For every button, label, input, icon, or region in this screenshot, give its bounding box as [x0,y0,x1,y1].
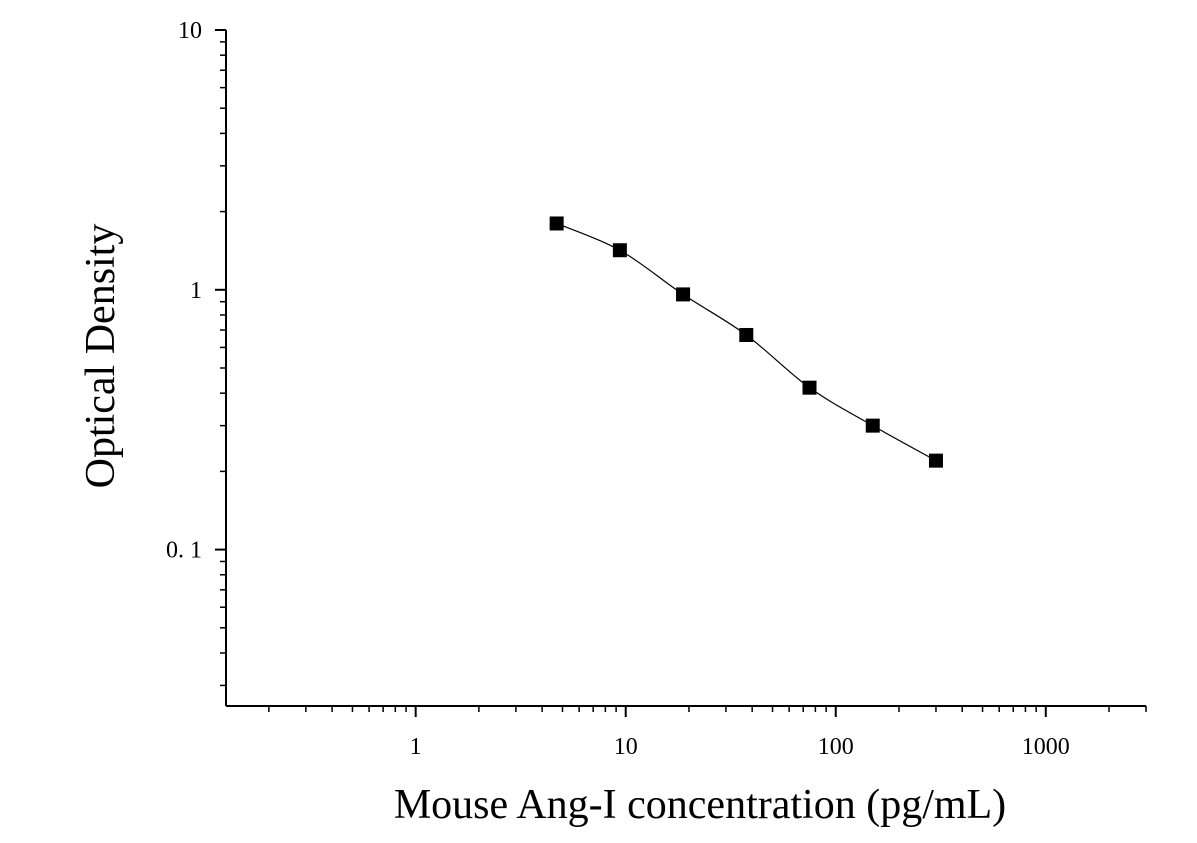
axes [225,30,1146,707]
y-axis-title: Optical Density [78,224,124,489]
x-tick-label: 10 [614,734,638,760]
data-point [739,327,754,342]
data-point [676,287,691,302]
x-tick-label: 100 [818,734,854,760]
minor-ticks [220,41,1147,712]
x-tick-label: 1000 [1022,734,1070,760]
data-point [865,418,880,433]
major-ticks [215,29,1047,717]
data-point [802,380,817,395]
x-tick-label: 1 [410,734,422,760]
data-point [612,243,627,258]
data-markers [549,216,943,468]
data-point [549,216,564,231]
tick-labels: 1 10 100 1000 10 1 0. 1 [166,18,1070,760]
y-tick-label: 0. 1 [166,538,202,564]
y-tick-label: 1 [190,278,202,304]
x-axis-title: Mouse Ang-I concentration (pg/mL) [394,782,1006,828]
y-tick-label: 10 [178,18,202,44]
data-point [928,453,943,468]
